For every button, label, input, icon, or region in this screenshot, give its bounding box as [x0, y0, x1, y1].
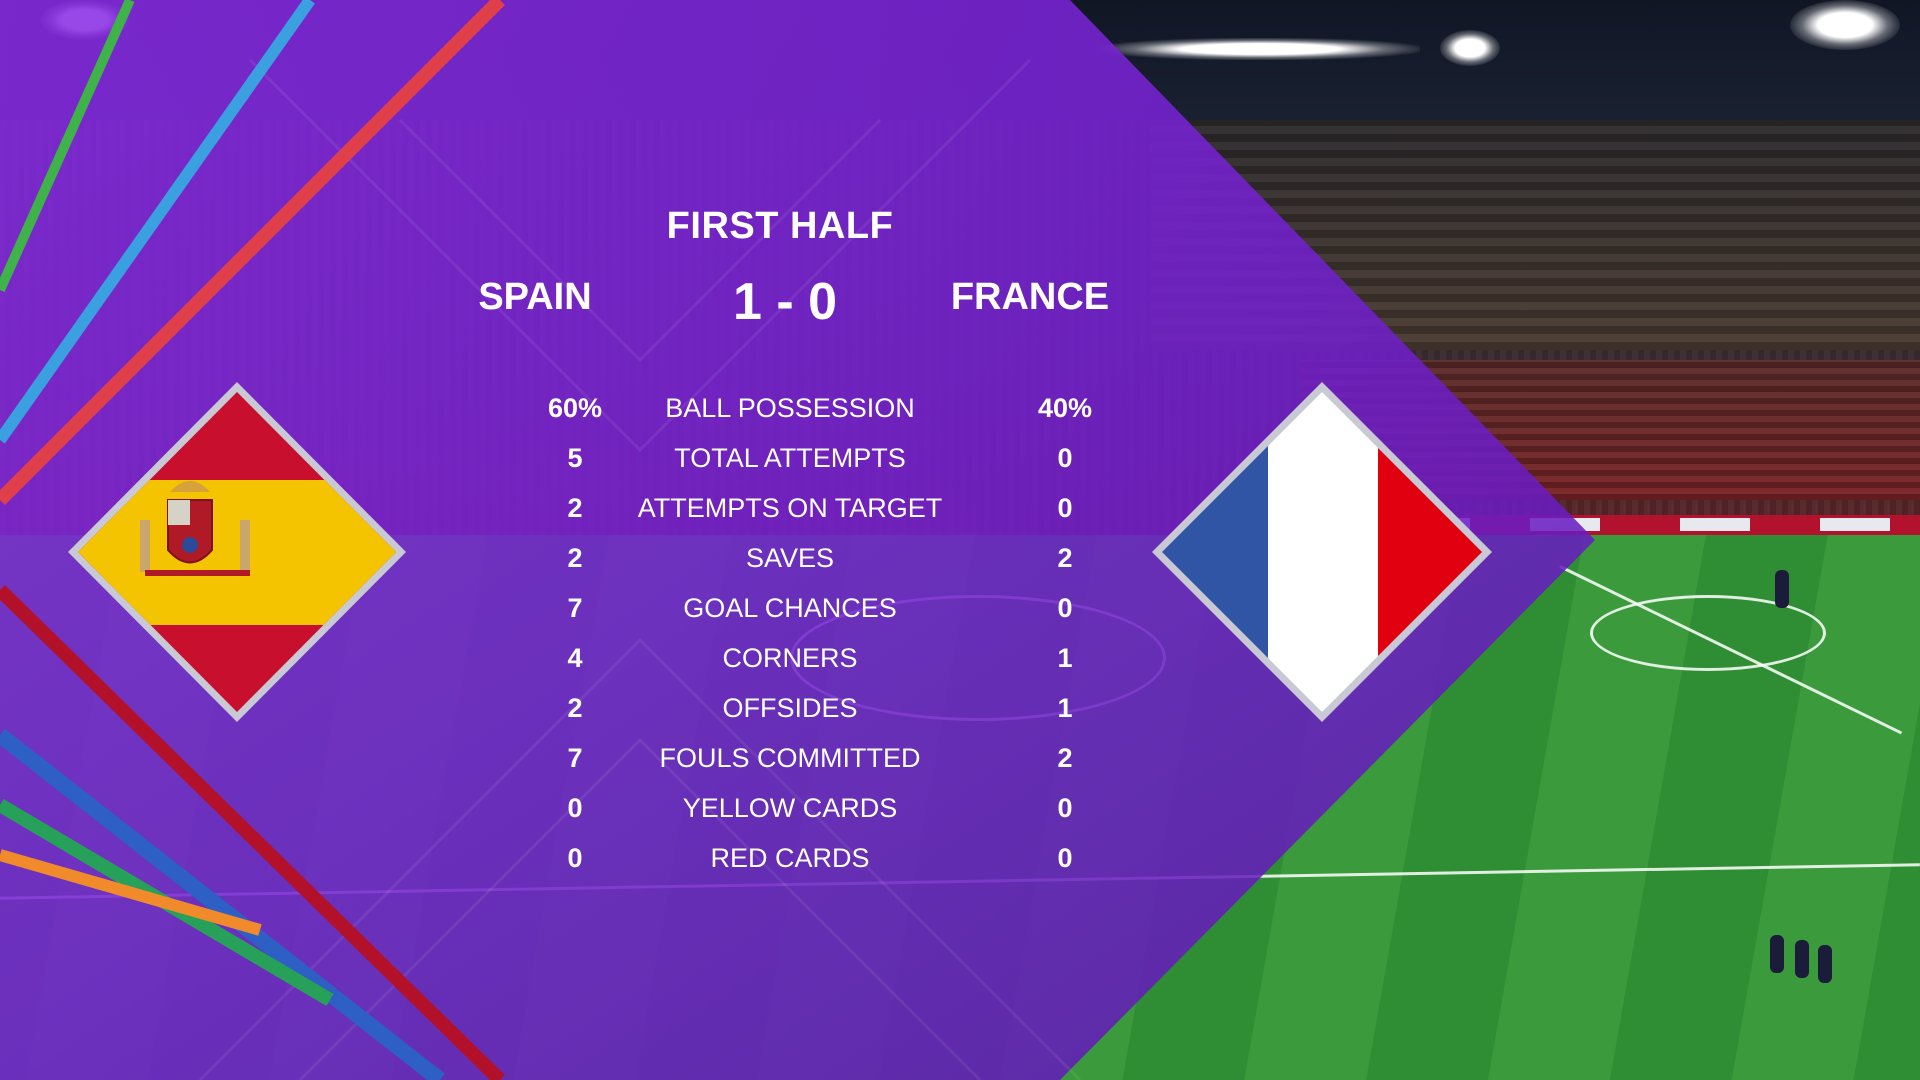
- stat-row: 2 SAVES 2: [440, 536, 1140, 580]
- stat-row: 0 RED CARDS 0: [440, 836, 1140, 880]
- stat-label: TOTAL ATTEMPTS: [674, 443, 906, 473]
- home-stat-value: 0: [567, 843, 583, 873]
- period-title: FIRST HALF: [666, 205, 894, 247]
- player: [1770, 935, 1784, 973]
- ad-logo: [1680, 518, 1750, 531]
- home-stat-value: 2: [567, 493, 583, 523]
- home-stat-value: 60%: [547, 393, 603, 423]
- home-stat-value: 2: [567, 693, 583, 723]
- stat-row: 0 YELLOW CARDS 0: [440, 786, 1140, 830]
- stat-row: 2 OFFSIDES 1: [440, 686, 1140, 730]
- match-score: 1 - 0: [732, 273, 838, 331]
- away-stat-value: 0: [1057, 793, 1073, 823]
- away-stat-value: 0: [1057, 443, 1073, 473]
- home-stat-value: 5: [567, 443, 583, 473]
- stat-label: YELLOW CARDS: [682, 793, 898, 823]
- stat-label: RED CARDS: [710, 843, 870, 873]
- away-stat-value: 0: [1057, 843, 1073, 873]
- player: [1818, 945, 1832, 983]
- away-team-name: FRANCE: [950, 276, 1110, 318]
- stat-label: CORNERS: [722, 643, 858, 673]
- stat-row: 60% BALL POSSESSION 40%: [440, 386, 1140, 430]
- stat-label: GOAL CHANCES: [683, 593, 897, 623]
- stat-row: 4 CORNERS 1: [440, 636, 1140, 680]
- ad-logo: [1820, 518, 1890, 531]
- stat-row: 5 TOTAL ATTEMPTS 0: [440, 436, 1140, 480]
- home-stat-value: 0: [567, 793, 583, 823]
- home-team-name: SPAIN: [478, 276, 592, 318]
- away-stat-value: 0: [1057, 593, 1073, 623]
- stat-label: SAVES: [745, 543, 835, 573]
- stat-label: FOULS COMMITTED: [659, 743, 921, 773]
- away-stat-value: 40%: [1037, 393, 1093, 423]
- stat-row: 7 FOULS COMMITTED 2: [440, 736, 1140, 780]
- home-stat-value: 4: [567, 643, 583, 673]
- floodlight: [1790, 0, 1900, 50]
- away-stat-value: 0: [1057, 493, 1073, 523]
- home-stat-value: 7: [567, 593, 583, 623]
- away-stat-value: 2: [1057, 743, 1073, 773]
- stat-row: 2 ATTEMPTS ON TARGET 0: [440, 486, 1140, 530]
- stat-row: 7 GOAL CHANCES 0: [440, 586, 1140, 630]
- home-stat-value: 7: [567, 743, 583, 773]
- player: [1795, 940, 1809, 978]
- home-stat-value: 2: [567, 543, 583, 573]
- away-stat-value: 2: [1057, 543, 1073, 573]
- away-stat-value: 1: [1057, 643, 1073, 673]
- stat-label: ATTEMPTS ON TARGET: [637, 493, 943, 523]
- stat-label: BALL POSSESSION: [665, 393, 915, 423]
- stat-label: OFFSIDES: [722, 693, 858, 723]
- away-stat-value: 1: [1057, 693, 1073, 723]
- referee: [1775, 570, 1789, 608]
